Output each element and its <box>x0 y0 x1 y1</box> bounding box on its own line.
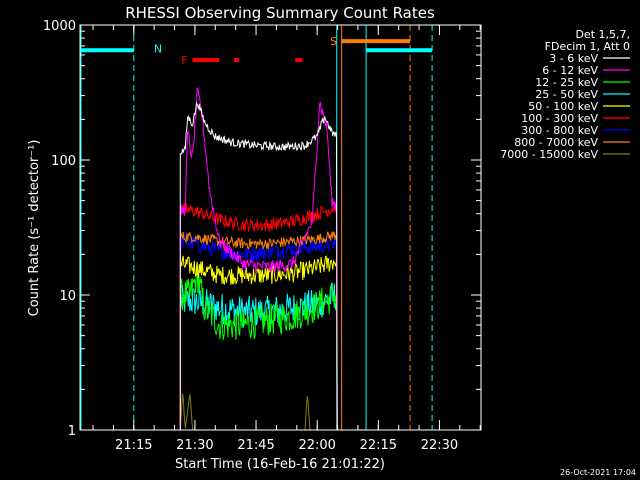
legend-entry-label: 6 - 12 keV <box>542 64 598 77</box>
chart-title: RHESSI Observing Summary Count Rates <box>125 4 435 22</box>
y-tick-label: 10 <box>59 289 76 304</box>
x-tick-label: 22:15 <box>360 438 397 453</box>
legend-entry-label: 800 - 7000 keV <box>514 136 598 149</box>
legend-entry-label: 25 - 50 keV <box>535 88 598 101</box>
flag-label: N <box>154 42 162 55</box>
x-tick-label: 21:30 <box>176 438 213 453</box>
x-tick-label: 21:15 <box>115 438 152 453</box>
flag-label: F <box>181 54 187 67</box>
series-layer <box>179 87 338 431</box>
legend-entry-label: 12 - 25 keV <box>535 76 598 89</box>
series-line-4 <box>179 255 338 431</box>
series-line-2 <box>179 264 338 431</box>
legend-header: FDecim 1, Att 0 <box>545 40 630 53</box>
x-tick-label: 22:00 <box>298 438 335 453</box>
x-tick-label: 22:30 <box>421 438 458 453</box>
y-tick-label: 1 <box>68 424 76 439</box>
y-tick-label: 100 <box>51 154 76 169</box>
flag-label: S <box>330 35 337 48</box>
y-axis-label: Count Rate (s⁻¹ detector⁻¹) <box>27 140 42 317</box>
legend-entry-label: 100 - 300 keV <box>521 112 598 125</box>
legend-header: Det 1,5,7, <box>575 28 630 41</box>
x-axis-label: Start Time (16-Feb-16 21:01:22) <box>175 457 385 472</box>
generated-timestamp: 26-Oct-2021 17:04 <box>560 468 636 477</box>
series-line-7 <box>179 230 338 431</box>
legend-entry-label: 300 - 800 keV <box>521 124 598 137</box>
series-line-1 <box>179 87 338 431</box>
series-line-8 <box>179 393 338 431</box>
legend-entry-label: 7000 - 15000 keV <box>500 148 598 161</box>
y-tick-label: 1000 <box>43 19 76 34</box>
legend-entry-label: 3 - 6 keV <box>549 52 598 65</box>
x-tick-label: 21:45 <box>237 438 274 453</box>
plot-frame <box>79 24 482 431</box>
axes: 1 10 100 1000 21:15 21:30 21:45 22:00 22:15 22:30 <box>43 19 482 453</box>
series-line-6 <box>179 234 338 431</box>
series-line-0 <box>179 101 338 431</box>
legend-entry-label: 50 - 100 keV <box>528 100 598 113</box>
